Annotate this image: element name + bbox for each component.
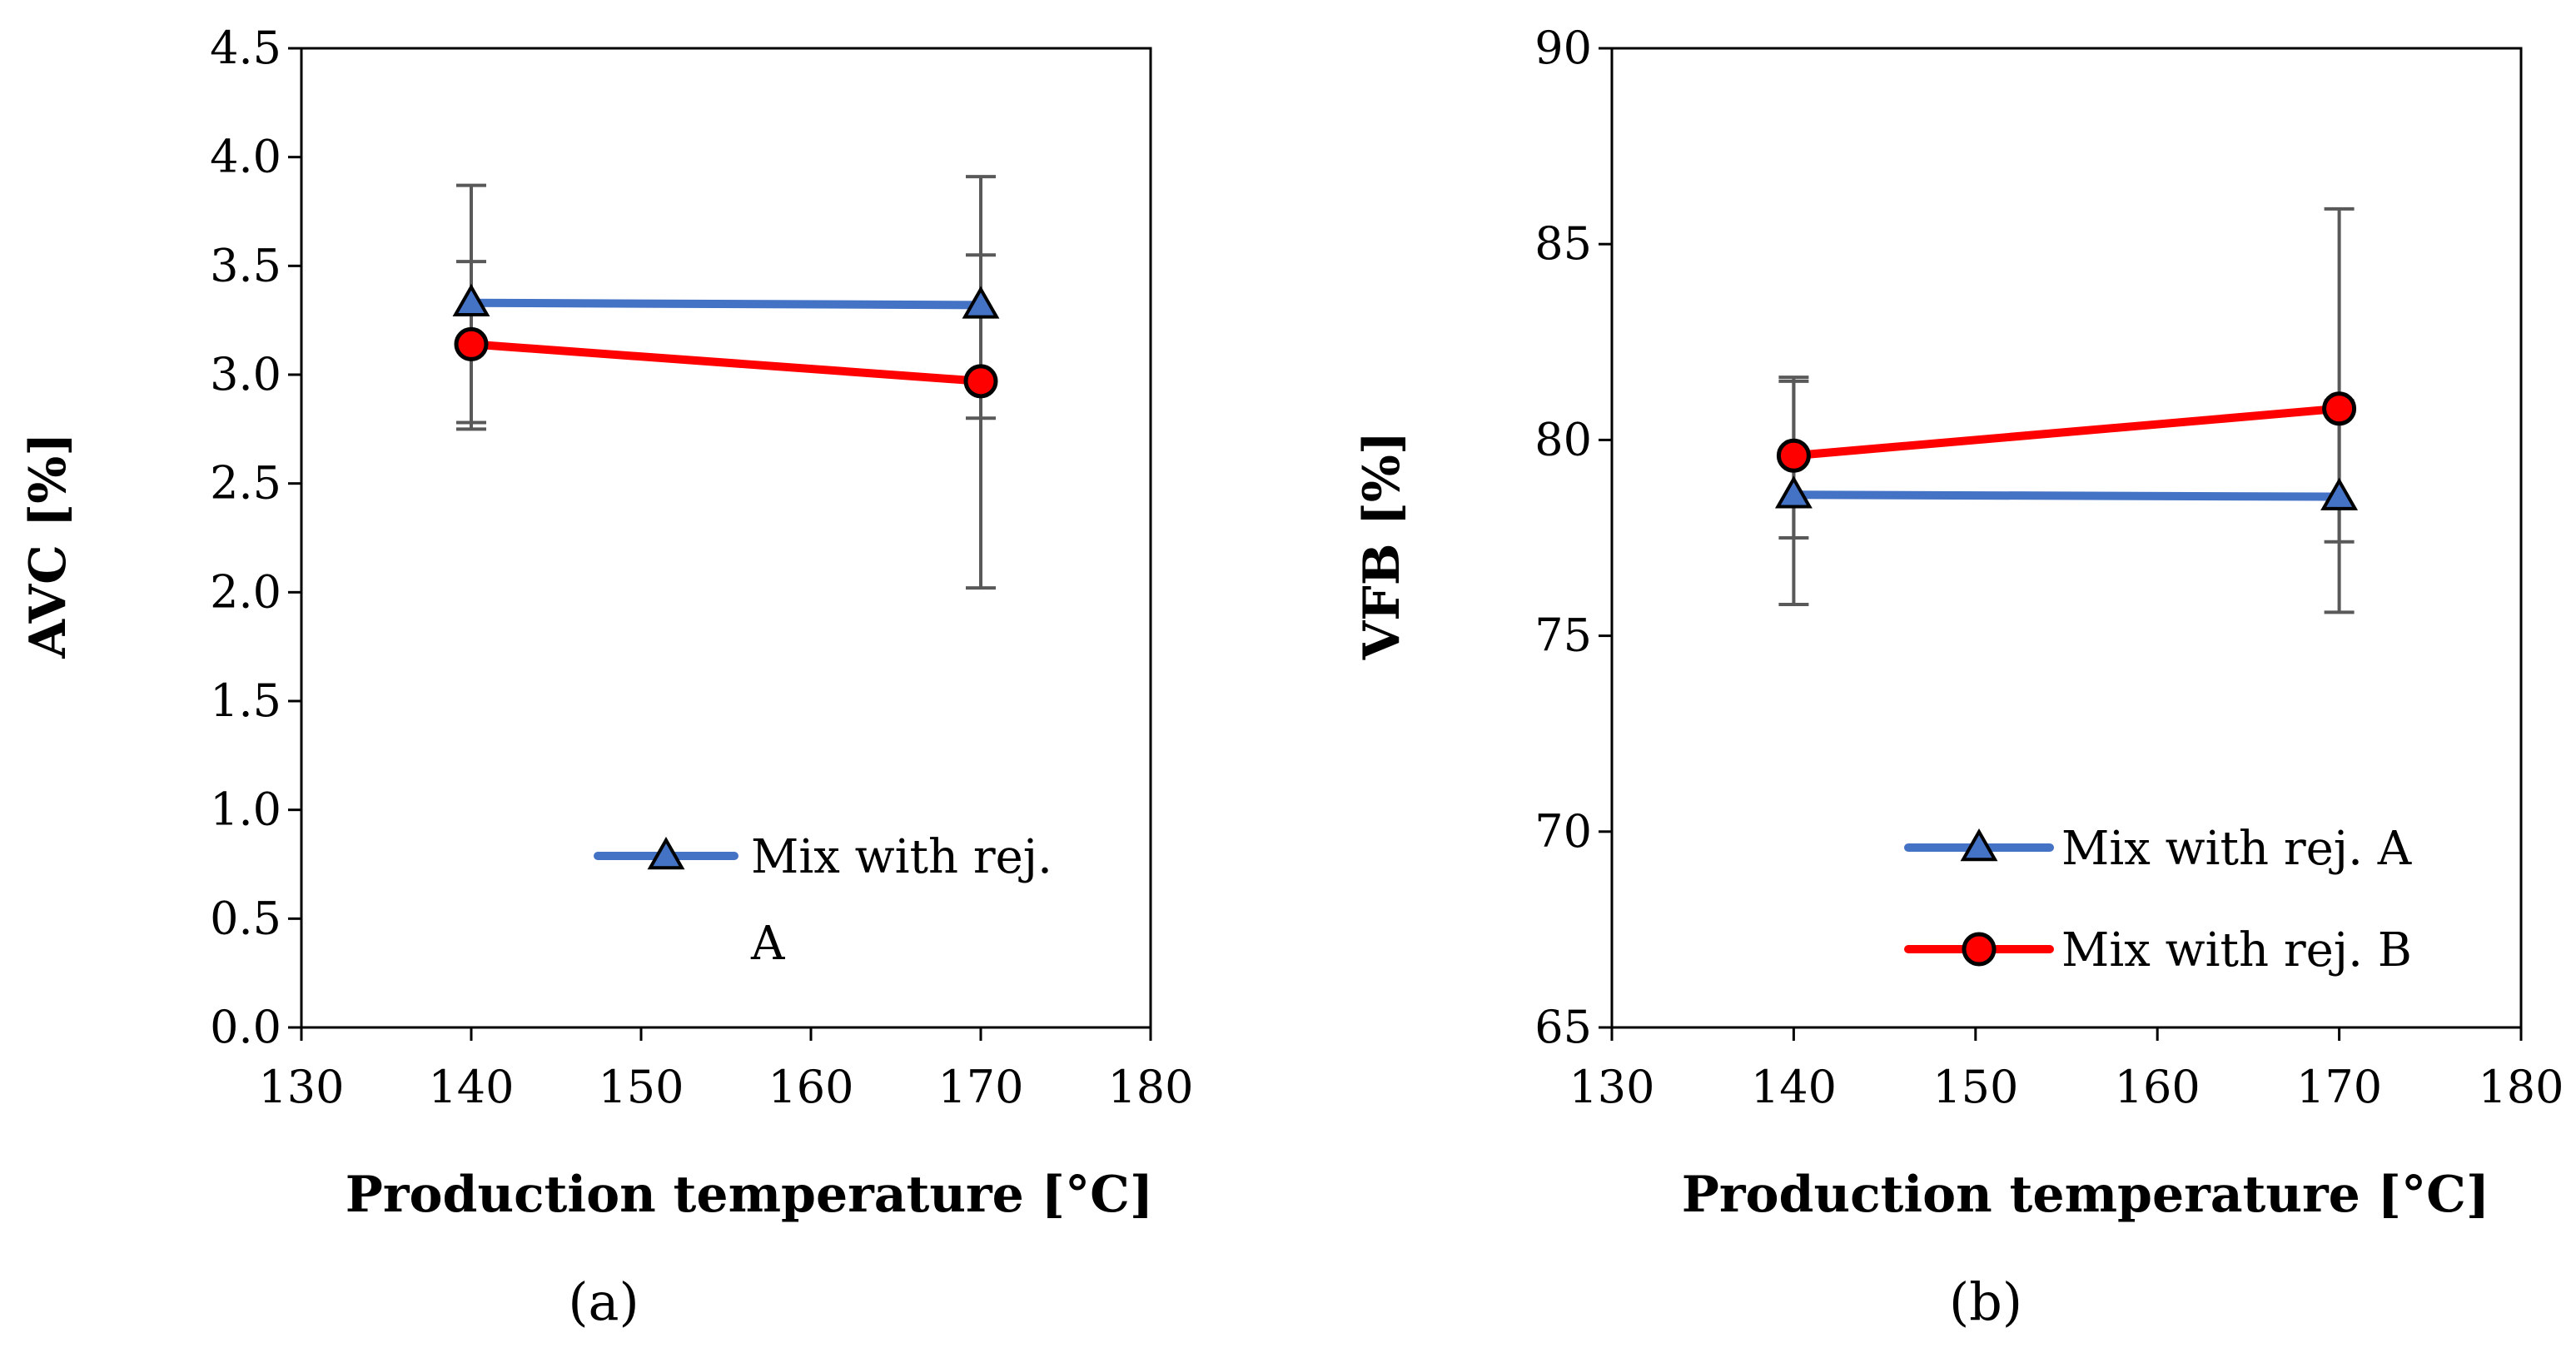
y-tick-labels-b: 65 70 75 80 85 90 [1534,22,1592,1053]
plot-frame-b [1610,47,2523,1029]
data-point-rej-b [454,326,489,361]
legend-a: Mix with rej. A [594,830,1052,971]
x-tick-label: 160 [768,1061,853,1113]
legend-label: Mix with rej. A [2061,822,2412,876]
x-tick-label: 130 [258,1061,344,1113]
series-line-rej-a [467,298,985,310]
legend-label: Mix with rej. [751,830,1052,884]
data-point-rej-a [452,283,490,317]
series-line-rej-b [1789,404,2344,460]
y-axis-title-b: VFB [%] [1353,431,1411,661]
panel-label-b: (b) [1949,1271,2022,1332]
x-tick-label: 170 [937,1061,1023,1113]
y-tick-label: 80 [1534,413,1592,465]
y-tick-label: 1.5 [210,674,281,727]
x-tick-label: 160 [2115,1061,2201,1113]
legend-label: A [750,917,785,971]
y-tick-label: 4.0 [210,131,281,183]
y-axis-title-a: AVC [%] [19,432,77,659]
y-tick-label: 1.0 [210,783,281,836]
x-tick-label: 150 [598,1061,684,1113]
x-tick-label: 140 [1751,1061,1837,1113]
x-tick-labels-b: 130 140 150 160 170 180 [1569,1061,2564,1113]
legend-label: Mix with rej. B [2061,923,2412,977]
panel-b: 130 140 150 160 170 180 65 70 75 80 85 90 Producti… [1353,22,2564,1332]
legend-b: Mix with rej. A Mix with rej. B [1904,822,2412,977]
y-tick-label: 70 [1534,805,1592,858]
series-line-rej-b [467,340,985,385]
x-axis-title-b: Production temperature [°C] [1682,1166,2489,1224]
x-tick-label: 180 [1107,1061,1193,1113]
series-line-rej-a [1789,490,2344,501]
data-point-rej-b [2322,391,2357,426]
x-tick-labels-a: 130 140 150 160 170 180 [258,1061,1193,1113]
legend-marker [647,836,685,870]
y-tick-label: 3.0 [210,348,281,400]
legend-marker [1960,828,1998,862]
plot-frame-a [300,47,1152,1029]
y-tick-label: 75 [1534,609,1592,662]
x-axis-title-a: Production temperature [°C] [346,1166,1153,1224]
y-tick-label: 0.0 [210,1001,281,1053]
x-tick-label: 130 [1569,1061,1654,1113]
y-tick-label: 0.5 [210,892,281,944]
x-tick-label: 180 [2478,1061,2564,1113]
y-tick-label: 2.0 [210,565,281,618]
data-point-rej-a [2320,477,2359,510]
panel-label-a: (a) [568,1271,639,1332]
y-tick-label: 4.5 [210,22,281,74]
x-tick-label: 150 [1932,1061,2018,1113]
y-tick-label: 3.5 [210,239,281,291]
y-tick-labels-a: 0.0 0.5 1.0 1.5 2.0 2.5 3.0 3.5 4.0 4.5 [210,22,281,1053]
data-point-rej-a [1774,475,1813,509]
data-point-rej-b [963,364,998,399]
x-tick-label: 140 [428,1061,514,1113]
y-tick-label: 85 [1534,217,1592,270]
y-tick-label: 2.5 [210,457,281,510]
data-point-rej-b [1776,438,1811,473]
y-tick-label: 90 [1534,22,1592,74]
panel-a: 130 140 150 160 170 180 0.0 0.5 1.0 1.5 2.0 2.5 3.0… [19,22,1194,1332]
y-tick-label: 65 [1534,1001,1592,1053]
legend-marker [1962,932,1997,967]
data-point-rej-a [962,286,1000,319]
x-tick-label: 170 [2296,1061,2382,1113]
